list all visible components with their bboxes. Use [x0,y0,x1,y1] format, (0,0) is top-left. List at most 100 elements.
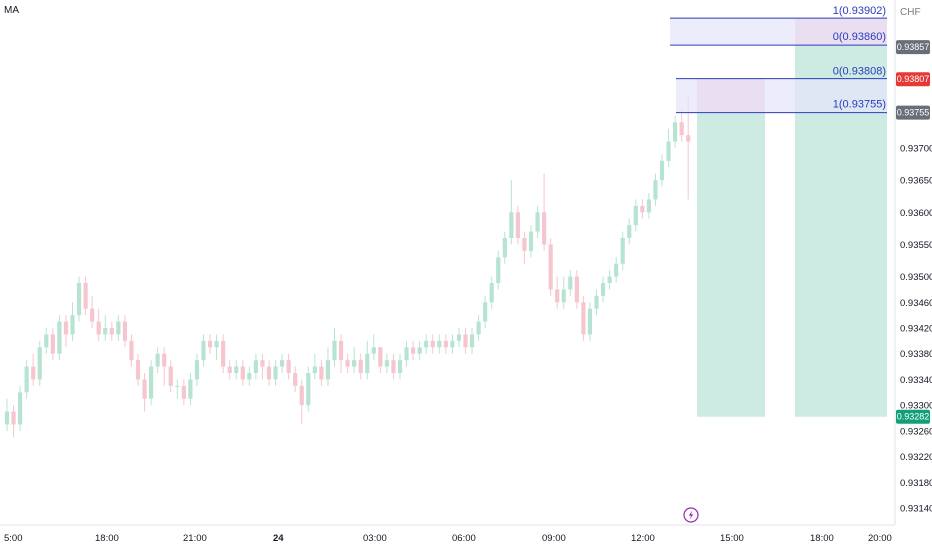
x-tick-label: 24 [273,533,284,544]
fib-zone[interactable] [676,78,887,113]
candle-body [332,340,337,361]
candle-body [70,315,75,335]
candle-body [129,340,134,361]
candle-body [286,360,291,373]
candle-body [528,231,534,251]
candle-body [280,360,285,367]
candle [57,315,62,361]
candle-body [659,160,665,181]
candle [502,231,507,264]
indicator-label[interactable]: MA [4,5,19,16]
position-tools[interactable] [697,18,887,417]
candle-body [293,373,298,386]
candle-body [214,340,219,348]
candle-body [561,289,566,303]
x-tick-label: 12:00 [631,533,655,544]
candle [548,238,553,296]
candle [188,373,193,406]
candle-body [542,212,547,245]
candle [437,334,442,354]
fib-zone[interactable] [670,18,887,46]
y-tick-label: 0.93600 [900,208,932,219]
candle-body [352,360,357,367]
price-badge: 0.93807 [896,72,930,87]
y-tick-label: 0.93180 [900,478,932,489]
price-badges: 0.93857 0.93807 0.93755 0.93282 [896,40,930,424]
candle [149,360,154,406]
candle [194,353,200,386]
candle-body [640,205,645,213]
candle-body [155,353,160,367]
candle-body [633,205,638,226]
price-badge-text: 0.93807 [897,74,930,84]
candle [240,360,245,386]
y-tick-label: 0.93550 [900,240,932,251]
candle-body [358,360,363,373]
price-badge-text: 0.93282 [897,412,930,422]
x-tick-label: 5:00 [4,533,23,544]
candle-body [496,257,501,283]
candle [129,334,134,367]
candle [116,315,121,341]
candle [476,315,481,341]
candle-body [37,347,42,380]
candle-body [568,276,573,290]
candle [253,353,258,380]
candle-body [325,360,331,380]
price-badge: 0.93755 [896,105,930,120]
fib-retracements[interactable]: 1(0.93902) 0(0.93860) 0(0.93808) 1(0.93755) [670,5,887,114]
candle-body [430,340,435,348]
candle [483,295,488,328]
candle-body [456,334,462,341]
candle [37,340,42,386]
x-tick-label: 15:00 [720,533,744,544]
candle-body [109,328,114,335]
candle [555,276,560,309]
candle-body [168,366,173,386]
price-badge-text: 0.93755 [897,108,930,118]
take-profit-zone[interactable] [697,112,765,417]
candle [463,328,468,354]
candle-body [83,283,88,309]
candle-body [24,366,29,393]
candle [31,353,36,386]
candle [221,334,226,373]
y-tick-label: 0.93380 [900,349,932,360]
candle [587,302,593,341]
lightning-icon[interactable] [683,507,699,523]
candle [122,315,127,348]
candle [332,328,337,367]
candle-body [587,308,593,335]
candle-body [31,366,36,380]
time-axis[interactable]: 5:00 18:00 21:00 24 03:00 06:00 09:00 12:00 15:0… [4,533,892,544]
candle-body [627,225,632,238]
candle [391,353,396,380]
candle-body [555,289,560,303]
candle-body [50,334,55,354]
candle-body [489,283,494,303]
price-axis[interactable]: 0.93700 0.93650 0.93600 0.93550 0.93500 0.934… [900,144,932,515]
candle [456,328,462,348]
candle [44,328,49,354]
candle-body [450,340,455,348]
candle-body [221,340,226,367]
candle-body [397,360,403,373]
candle-body [404,347,409,361]
candle-body [188,379,193,399]
candle-body [411,347,416,354]
candle [286,353,291,380]
candle-body [607,276,612,283]
candle-body [463,334,468,348]
candle [528,225,534,258]
candle [76,276,82,322]
candle [358,353,363,380]
candle-body [201,340,206,361]
candle-body [548,244,553,290]
candle [365,340,370,380]
candle [266,360,272,386]
candle [535,205,540,238]
candle-body [299,385,304,406]
candle-body [116,321,121,335]
price-badge-bg [896,72,930,87]
